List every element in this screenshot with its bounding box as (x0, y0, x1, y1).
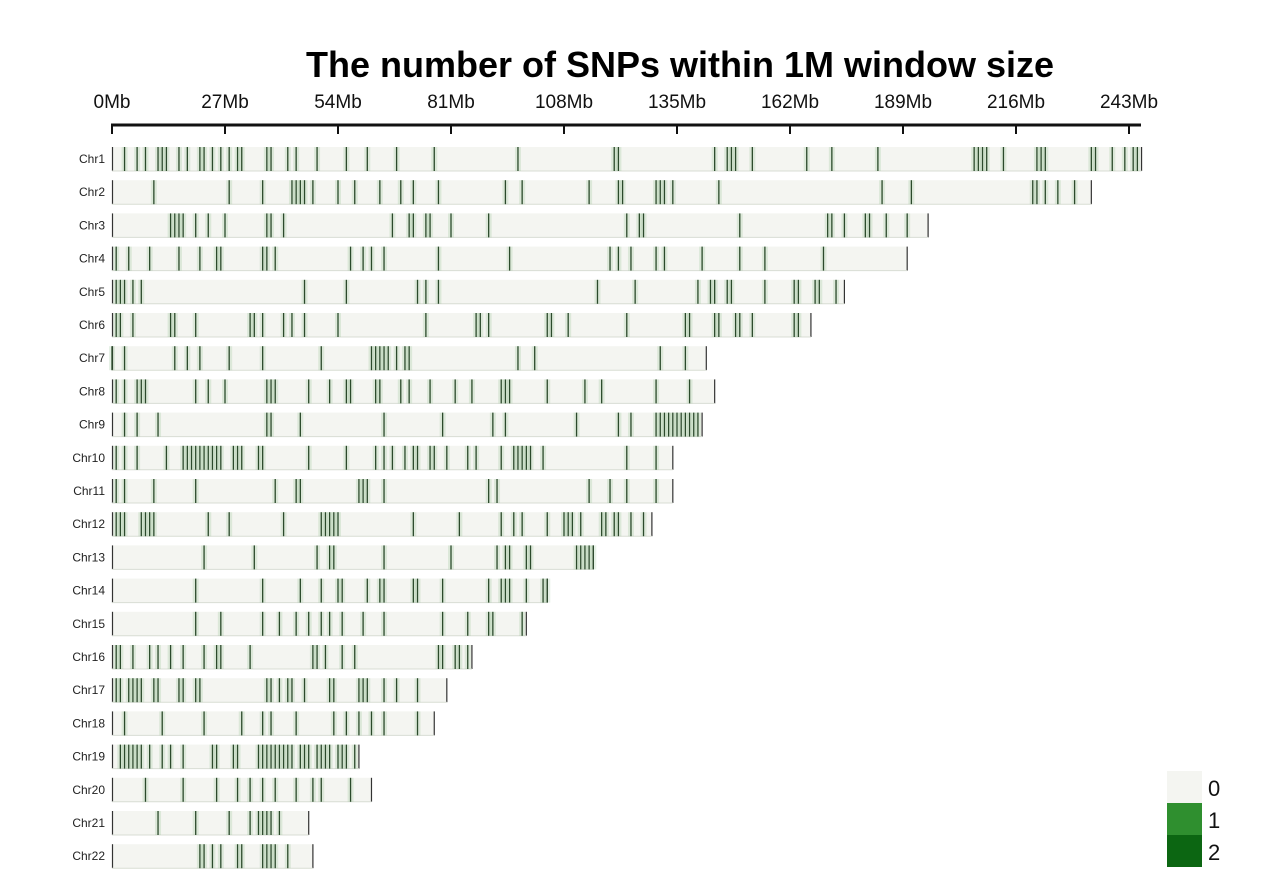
chromosome-bar (112, 180, 1092, 205)
chromosome-label: Chr19 (72, 750, 105, 764)
legend-label: 1 (1208, 808, 1220, 833)
chromosome-label: Chr3 (79, 218, 105, 232)
chromosome-row-chr7: Chr7 (79, 346, 707, 371)
tick-label: 81Mb (427, 92, 475, 113)
chromosome-label: Chr16 (72, 650, 105, 664)
chromosome-row-chr13: Chr13 (72, 545, 597, 570)
chromosome-label: Chr5 (79, 285, 105, 299)
tick-label: 216Mb (987, 92, 1045, 113)
chromosome-label: Chr9 (79, 418, 105, 432)
tick-label: 162Mb (761, 92, 819, 113)
legend-swatch-2 (1167, 835, 1202, 867)
chromosome-row-chr19: Chr19 (72, 744, 360, 770)
chromosome-row-chr20: Chr20 (72, 777, 373, 803)
chromosome-row-chr6: Chr6 (79, 313, 812, 338)
chromosome-label: Chr4 (79, 252, 105, 266)
chromosome-row-chr3: Chr3 (79, 213, 929, 238)
chromosome-bar (112, 147, 1142, 171)
chromosome-row-chr1: Chr1 (79, 147, 1143, 172)
chromosome-bar (112, 479, 673, 503)
chromosome-row-chr5: Chr5 (79, 279, 846, 305)
legend-label: 2 (1208, 840, 1220, 865)
tick-label: 0Mb (94, 92, 131, 113)
chromosome-row-chr14: Chr14 (72, 578, 551, 604)
chromosome-bar (112, 611, 527, 636)
chromosome-bar (112, 777, 372, 802)
chromosome-bar (112, 578, 548, 603)
chromosome-label: Chr20 (72, 783, 105, 797)
chromosome-row-chr12: Chr12 (72, 512, 653, 537)
chromosome-bar (112, 512, 652, 537)
chromosome-bar (112, 744, 359, 769)
chromosome-label: Chr13 (72, 550, 105, 564)
chromosome-bar (112, 213, 929, 238)
chromosome-row-chr2: Chr2 (79, 180, 1092, 205)
chromosome-label: Chr8 (79, 384, 105, 398)
tick-label: 108Mb (535, 92, 593, 113)
legend-label: 0 (1208, 776, 1220, 801)
chromosome-label: Chr11 (73, 484, 105, 498)
tick-label: 54Mb (314, 92, 362, 113)
chromosome-row-chr21: Chr21 (72, 811, 310, 836)
chromosome-label: Chr10 (72, 451, 105, 465)
chromosome-label: Chr6 (79, 318, 105, 332)
chromosome-label: Chr15 (72, 617, 105, 631)
chromosome-row-chr16: Chr16 (72, 645, 473, 670)
chromosome-bar (112, 279, 845, 304)
tick-label: 243Mb (1100, 92, 1158, 113)
chromosome-bar (112, 711, 435, 736)
chromosome-label: Chr2 (79, 185, 105, 199)
tick-label: 135Mb (648, 92, 706, 113)
chromosome-label: Chr22 (72, 849, 105, 863)
chromosome-label: Chr12 (72, 517, 105, 531)
chart-title: The number of SNPs within 1M window size (306, 44, 1054, 85)
chromosome-row-chr15: Chr15 (72, 611, 527, 637)
chromosome-bar (112, 412, 703, 437)
chromosome-row-chr18: Chr18 (72, 711, 435, 736)
chromosome-bar (112, 545, 594, 570)
chromosome-row-chr22: Chr22 (72, 844, 314, 869)
legend-swatch-0 (1167, 771, 1202, 803)
chromosome-label: Chr17 (72, 683, 105, 697)
tick-label: 189Mb (874, 92, 932, 113)
chromosome-bar (112, 811, 309, 835)
chromosome-row-chr9: Chr9 (79, 412, 703, 438)
chromosome-row-chr10: Chr10 (72, 445, 674, 471)
legend: 0 1 2 (1167, 771, 1220, 867)
chromosome-label: Chr18 (72, 716, 105, 730)
legend-swatch-1 (1167, 803, 1202, 835)
chromosome-label: Chr7 (79, 351, 105, 365)
chromosome-label: Chr14 (72, 584, 105, 598)
chromosome-bar (112, 313, 811, 337)
chromosome-bar (112, 379, 715, 404)
chromosome-rows: Chr1 Chr2 Chr3 Chr4 Chr5 Chr6 Chr7 Chr8 Chr9 Chr1… (72, 147, 1143, 869)
chromosome-row-chr17: Chr17 (72, 678, 448, 703)
tick-label: 27Mb (201, 92, 249, 113)
chromosome-row-chr8: Chr8 (79, 379, 716, 404)
chromosome-row-chr11: Chr11 (73, 479, 674, 504)
chromosome-label: Chr1 (79, 152, 105, 166)
chromosome-bar (112, 645, 472, 669)
chromosome-row-chr4: Chr4 (79, 246, 908, 272)
x-axis: 0Mb 27Mb 54Mb 81Mb 108Mb 135Mb 162Mb 189Mb 216Mb… (94, 92, 1158, 134)
chromosome-label: Chr21 (72, 816, 105, 830)
